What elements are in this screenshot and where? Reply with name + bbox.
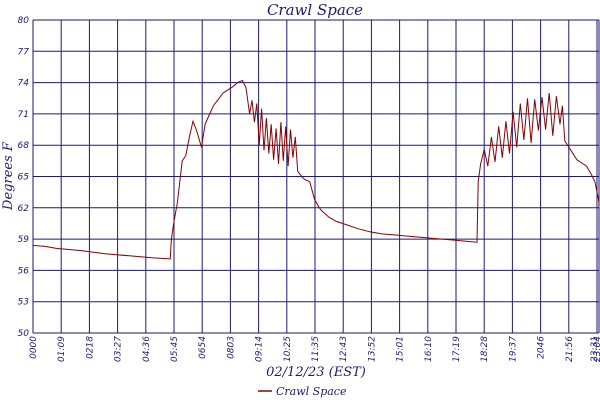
x-tick-label: 0654 xyxy=(198,336,208,359)
x-tick-label: 21:56 xyxy=(565,336,575,362)
x-tick-label: 23:31 xyxy=(590,336,600,362)
x-tick-label: 11:35 xyxy=(311,336,321,362)
x-tick-label: 04:36 xyxy=(142,336,152,362)
series-line-crawl-space xyxy=(32,79,600,260)
grid-lines xyxy=(32,19,600,334)
y-tick-label: 71 xyxy=(18,110,29,120)
x-tick-label: 03:27 xyxy=(114,336,124,362)
x-tick-label: 01:09 xyxy=(57,336,67,362)
x-tick-label: 0000 xyxy=(29,336,39,359)
x-tick-label: 09:14 xyxy=(255,336,265,362)
x-tick-label: 0803 xyxy=(226,336,236,359)
y-tick-label: 68 xyxy=(18,141,30,151)
y-tick-label: 50 xyxy=(18,329,30,339)
y-tick-label: 74 xyxy=(18,79,30,89)
y-tick-label: 59 xyxy=(18,235,30,245)
y-tick-label: 56 xyxy=(18,266,30,276)
x-tick-label: 05:45 xyxy=(170,336,180,362)
x-tick-label: 0218 xyxy=(85,336,95,359)
x-tick-label: 23:04 xyxy=(593,336,600,362)
y-tick-label: 53 xyxy=(18,298,30,308)
x-tick-label: 12:43 xyxy=(339,336,349,362)
y-tick-label: 77 xyxy=(18,47,30,57)
chart-title: Crawl Space xyxy=(267,1,363,19)
legend-label: Crawl Space xyxy=(276,385,347,398)
x-tick-label: 18:28 xyxy=(480,336,490,362)
x-tick-labels: 0000 01:09 0218 03:27 04:36 05:45 0654 0803 09:1… xyxy=(29,336,600,362)
y-tick-label: 62 xyxy=(18,204,30,214)
y-tick-label: 65 xyxy=(18,173,30,183)
x-tick-label: 15:01 xyxy=(396,336,406,362)
x-tick-label: 13:52 xyxy=(367,336,377,362)
x-tick-label: 2046 xyxy=(537,336,547,359)
x-tick-label: 17:19 xyxy=(452,336,462,362)
y-tick-labels: 50 53 56 59 62 65 68 71 74 77 80 xyxy=(18,16,30,339)
y-axis-label: Degrees F xyxy=(1,141,16,211)
x-axis-label: 02/12/23 (EST) xyxy=(266,365,366,380)
y-tick-label: 80 xyxy=(18,16,30,26)
x-tick-label: 10:25 xyxy=(283,336,293,362)
x-tick-label: 16:10 xyxy=(424,336,434,362)
x-tick-label: 19:37 xyxy=(508,336,518,362)
